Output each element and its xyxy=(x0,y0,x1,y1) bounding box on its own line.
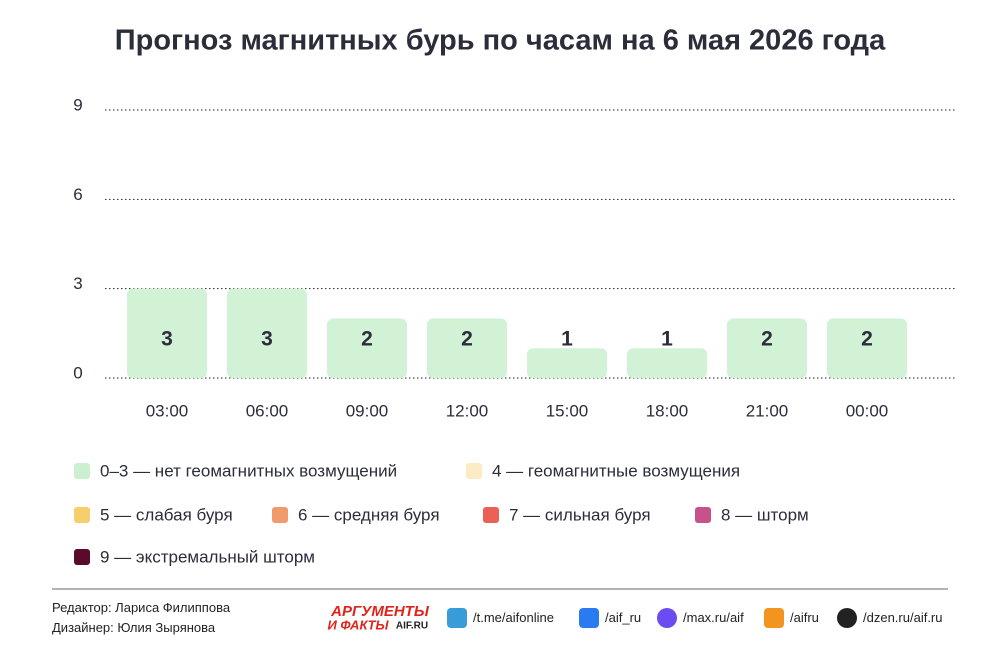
y-tick-label: 6 xyxy=(73,185,82,204)
value-label: 1 xyxy=(661,328,673,351)
legend-swatch xyxy=(695,507,711,523)
designer: Дизайнер: Юлия Зырянова xyxy=(52,620,216,635)
legend-swatch xyxy=(483,507,499,523)
social-link[interactable]: /max.ru/aif xyxy=(683,610,744,625)
legend-swatch xyxy=(74,507,90,523)
social-link[interactable]: /aifru xyxy=(790,610,819,625)
social-link[interactable]: /t.me/aifonline xyxy=(473,610,554,625)
x-tick-label: 00:00 xyxy=(846,401,889,420)
legend-label: 7 — сильная буря xyxy=(509,505,651,524)
legend-label: 5 — слабая буря xyxy=(100,505,233,524)
legend-swatch xyxy=(74,463,90,479)
value-label: 2 xyxy=(761,328,773,351)
logo-bottom: И ФАКТЫ xyxy=(327,617,389,632)
social-link[interactable]: /dzen.ru/aif.ru xyxy=(863,610,943,625)
bar xyxy=(727,318,807,378)
value-label: 3 xyxy=(161,328,173,351)
vk-icon xyxy=(579,608,599,628)
x-tick-label: 06:00 xyxy=(246,401,289,420)
legend-swatch xyxy=(272,507,288,523)
x-tick-label: 12:00 xyxy=(446,401,489,420)
ok-icon xyxy=(764,608,784,628)
y-tick-label: 9 xyxy=(73,95,82,114)
legend-swatch xyxy=(74,549,90,565)
bar xyxy=(827,318,907,378)
telegram-icon xyxy=(447,608,467,628)
chart-title: Прогноз магнитных бурь по часам на 6 мая… xyxy=(115,25,886,57)
social-link[interactable]: /aif_ru xyxy=(605,610,642,625)
x-tick-label: 15:00 xyxy=(546,401,589,420)
value-label: 2 xyxy=(361,328,373,351)
legend-label: 9 — экстремальный шторм xyxy=(100,547,315,566)
bar xyxy=(227,288,307,378)
dzen-icon xyxy=(837,608,857,628)
legend-swatch xyxy=(466,463,482,479)
bar xyxy=(627,348,707,378)
legend-label: 4 — геомагнитные возмущения xyxy=(492,461,740,480)
legend-label: 8 — шторм xyxy=(721,505,809,524)
bar xyxy=(527,348,607,378)
x-tick-label: 18:00 xyxy=(646,401,689,420)
logo: АРГУМЕНТЫ И ФАКТЫ AIF.RU xyxy=(327,603,429,632)
y-tick-label: 0 xyxy=(73,363,82,382)
value-label: 1 xyxy=(561,328,573,351)
logo-top: АРГУМЕНТЫ xyxy=(330,603,430,620)
max-icon xyxy=(657,608,677,628)
x-tick-label: 21:00 xyxy=(746,401,789,420)
bar xyxy=(427,318,507,378)
value-label: 3 xyxy=(261,328,273,351)
y-tick-label: 3 xyxy=(73,274,82,293)
value-label: 2 xyxy=(461,328,473,351)
bar xyxy=(327,318,407,378)
legend-label: 0–3 — нет геомагнитных возмущений xyxy=(100,461,397,480)
bar xyxy=(127,288,207,378)
x-tick-label: 03:00 xyxy=(146,401,189,420)
x-tick-label: 09:00 xyxy=(346,401,389,420)
legend-label: 6 — средняя буря xyxy=(298,505,440,524)
value-label: 2 xyxy=(861,328,873,351)
logo-site: AIF.RU xyxy=(396,621,428,632)
editor: Редактор: Лариса Филиппова xyxy=(52,600,231,615)
